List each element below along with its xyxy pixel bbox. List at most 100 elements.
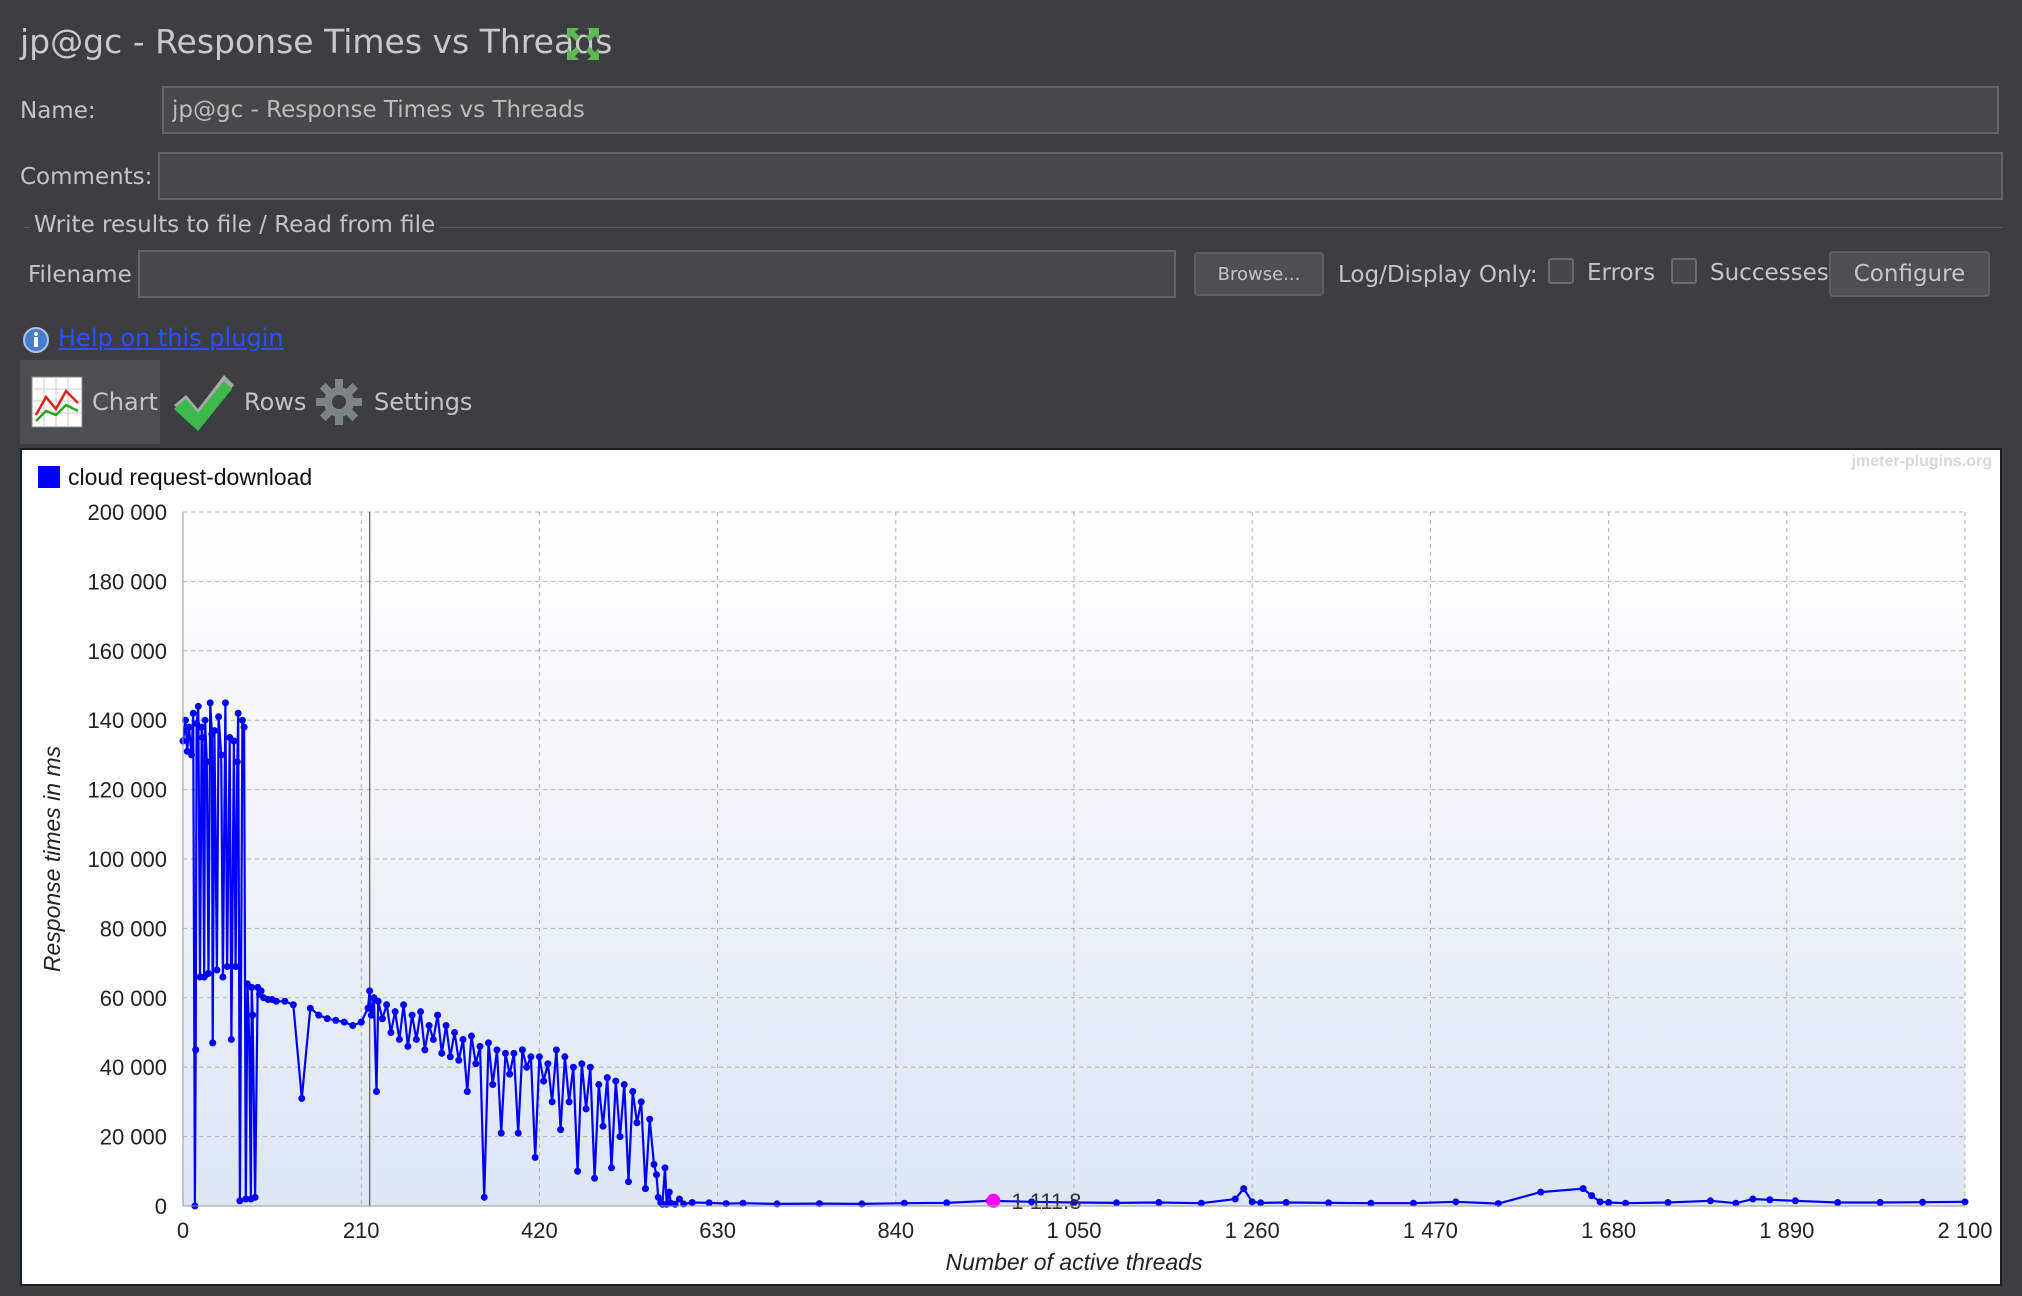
series-point	[417, 1008, 425, 1016]
series-point	[1070, 1199, 1078, 1207]
series-point	[653, 1171, 661, 1179]
series-point	[240, 723, 248, 731]
series-point	[1155, 1199, 1163, 1207]
series-point	[943, 1199, 951, 1207]
tab-settings[interactable]: Settings	[314, 360, 472, 444]
series-point	[661, 1164, 669, 1172]
series-point	[434, 1011, 442, 1019]
series-point	[472, 1060, 480, 1068]
series-point	[1732, 1199, 1740, 1207]
successes-checkbox[interactable]	[1671, 258, 1697, 284]
series-point	[531, 1153, 539, 1161]
filename-label: Filename	[28, 262, 132, 288]
series-point	[1766, 1196, 1774, 1204]
series-point	[378, 1015, 386, 1023]
series-point	[217, 751, 225, 759]
series-point	[599, 1122, 607, 1130]
series-point	[527, 1053, 535, 1061]
series-point	[586, 1063, 594, 1071]
chart-panel: 0 210 420 630 840 1 050 1 260 1 470 1 680 1 890 2 …	[20, 448, 2002, 1286]
series-point	[459, 1035, 467, 1043]
series-point	[185, 723, 193, 731]
series-point	[1409, 1199, 1417, 1207]
series-point	[1919, 1198, 1927, 1206]
errors-checkbox[interactable]	[1548, 258, 1574, 284]
y-tick-label: 0	[155, 1194, 167, 1219]
series-point	[1367, 1199, 1375, 1207]
series-point	[1834, 1199, 1842, 1207]
series-point	[395, 1035, 403, 1043]
series-point	[221, 699, 229, 707]
chart-icon	[31, 376, 83, 428]
series-point	[187, 751, 195, 759]
tab-chart[interactable]: Chart	[20, 360, 160, 447]
configure-button[interactable]: Configure	[1829, 251, 1990, 297]
series-point	[198, 723, 206, 731]
series-point	[315, 1011, 323, 1019]
errors-label: Errors	[1587, 260, 1656, 286]
series-point	[232, 963, 240, 971]
series-point	[625, 1178, 632, 1186]
series-point	[372, 1087, 380, 1095]
help-link[interactable]: Help on this plugin	[58, 324, 284, 352]
series-point	[722, 1200, 730, 1208]
browse-button[interactable]: Browse...	[1194, 252, 1324, 296]
series-point	[245, 1035, 253, 1043]
series-point	[306, 1004, 314, 1012]
y-tick-label: 20 000	[100, 1125, 167, 1150]
series-point	[374, 997, 382, 1005]
x-tick-label: 630	[699, 1218, 736, 1243]
file-group-title: Write results to file / Read from file	[30, 212, 440, 238]
series-point	[357, 1018, 365, 1026]
window-title: jp@gc - Response Times vs Threads	[20, 22, 613, 61]
series-point	[408, 1011, 416, 1019]
comments-input[interactable]	[158, 152, 2003, 200]
series-point	[1248, 1198, 1256, 1206]
name-input[interactable]	[162, 86, 1999, 134]
series-point	[1876, 1199, 1884, 1207]
series-point	[739, 1199, 747, 1207]
series-point	[442, 1022, 450, 1030]
checkmark-icon	[174, 375, 234, 431]
y-tick-label: 200 000	[87, 500, 167, 525]
series-point	[257, 987, 265, 995]
series-point	[251, 1193, 259, 1201]
series-point	[206, 699, 214, 707]
series-point	[578, 1060, 586, 1068]
tab-rows-label: Rows	[244, 388, 307, 416]
series-point	[248, 983, 256, 991]
series-point	[412, 1035, 420, 1043]
expand-icon[interactable]	[565, 26, 601, 62]
series-point	[219, 973, 227, 981]
x-tick-label: 420	[521, 1218, 558, 1243]
x-axis-label: Number of active threads	[946, 1249, 1203, 1275]
series-point	[574, 1167, 582, 1175]
series-point	[1537, 1188, 1545, 1196]
series-point	[1749, 1195, 1757, 1203]
series-point	[272, 997, 280, 1005]
series-point	[523, 1063, 531, 1071]
series-point	[223, 963, 231, 971]
series-point	[1791, 1197, 1799, 1205]
series-point	[675, 1195, 683, 1203]
series-point	[249, 1011, 257, 1019]
y-tick-label: 180 000	[87, 569, 167, 594]
legend-swatch	[38, 466, 60, 488]
series-point	[1605, 1199, 1613, 1207]
comments-label: Comments:	[20, 164, 153, 190]
filename-input[interactable]	[138, 250, 1176, 298]
series-point	[480, 1193, 488, 1201]
series-point	[540, 1077, 548, 1085]
cursor-point-label: 1 111.8	[1011, 1189, 1081, 1214]
series-point	[620, 1081, 628, 1089]
series-point	[213, 966, 221, 974]
tab-rows[interactable]: Rows	[170, 360, 306, 444]
series-point	[421, 1046, 429, 1054]
series-point	[548, 1098, 556, 1106]
series-point	[194, 702, 202, 710]
series-point	[629, 1087, 637, 1095]
series-point	[665, 1188, 673, 1196]
series-point	[238, 716, 246, 724]
x-tick-label: 0	[177, 1218, 189, 1243]
legend-label: cloud request-download	[68, 464, 312, 490]
